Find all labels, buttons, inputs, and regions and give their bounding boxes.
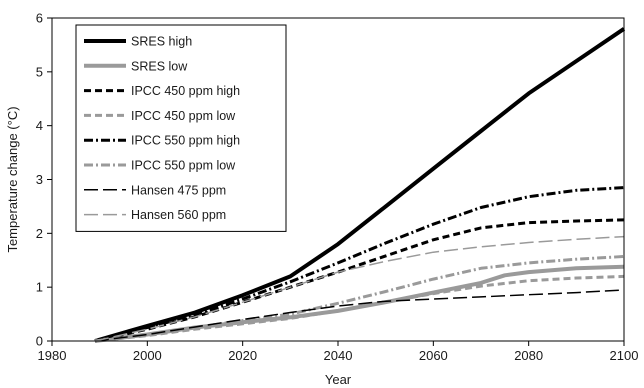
y-tick-label: 1: [36, 280, 43, 295]
x-tick-label: 2060: [419, 348, 448, 363]
axes-layer: 1980 2000 2020 2040 2060 2080 2100 0 1 2 3 4 5 6 Year T…: [5, 11, 638, 388]
legend-label-ipcc-550-ppm-low: IPCC 550 ppm low: [131, 159, 236, 173]
legend-label-hansen-475-ppm: Hansen 475 ppm: [131, 183, 226, 197]
legend: SRES high SRES low IPCC 450 ppm high IPCC 4…: [75, 24, 287, 232]
legend-label-ipcc-450-ppm-low: IPCC 450 ppm low: [131, 109, 236, 123]
legend-box: [75, 24, 287, 232]
series-line-ipcc-550-ppm-low: [94, 255, 625, 343]
series-line-ipcc-550-ppm-high: [94, 186, 625, 343]
series-line-ipcc-450-ppm-low: [94, 274, 625, 343]
x-tick-label: 2040: [324, 348, 353, 363]
legend-label-ipcc-550-ppm-high: IPCC 550 ppm high: [131, 134, 240, 148]
y-tick-label: 4: [36, 118, 43, 133]
series-layer: [94, 27, 626, 343]
y-tick-label: 0: [36, 334, 43, 349]
legend-label-ipcc-450-ppm-high: IPCC 450 ppm high: [131, 84, 240, 98]
x-axis-title: Year: [325, 372, 352, 387]
y-tick-label: 5: [36, 64, 43, 79]
series-line-ipcc-450-ppm-high: [94, 218, 625, 343]
legend-label-hansen-560-ppm: Hansen 560 ppm: [131, 208, 226, 222]
series-line-sres-high: [94, 27, 626, 343]
x-tick-label: 1980: [38, 348, 67, 363]
x-tick-label: 2000: [133, 348, 162, 363]
series-line-hansen-475-ppm: [94, 289, 625, 342]
x-tick-label: 2020: [228, 348, 257, 363]
y-tick-label: 6: [36, 11, 43, 26]
y-tick-label: 3: [36, 172, 43, 187]
x-tick-label: 2100: [610, 348, 639, 363]
legend-label-sres-low: SRES low: [131, 59, 188, 73]
y-axis-title: Temperature change (°C): [5, 106, 20, 252]
y-tick-label: 2: [36, 226, 43, 241]
x-tick-label: 2080: [514, 348, 543, 363]
series-line-hansen-560-ppm: [94, 235, 625, 342]
legend-label-sres-high: SRES high: [131, 35, 192, 49]
